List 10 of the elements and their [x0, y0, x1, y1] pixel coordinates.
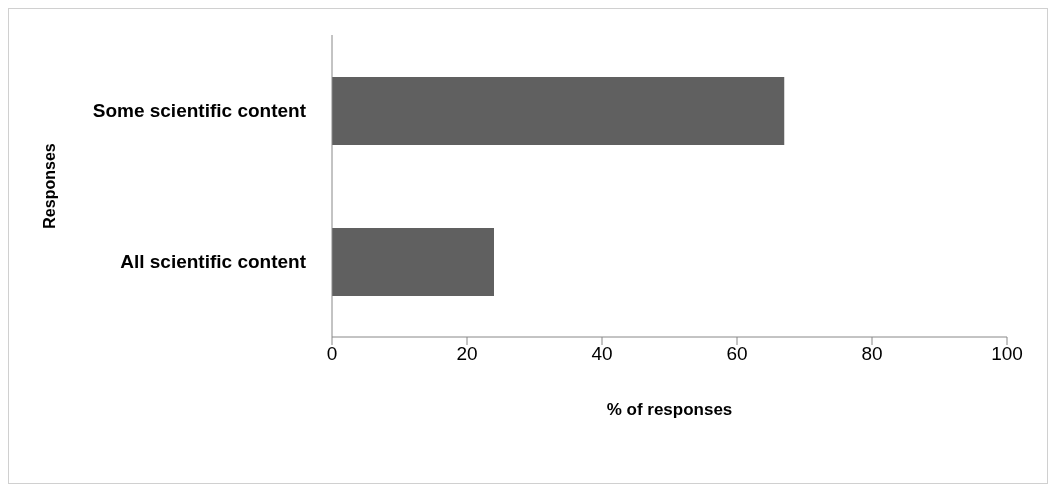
- x-tick-label: 60: [726, 343, 748, 365]
- x-tick-label: 20: [456, 343, 478, 365]
- y-tick-label: All scientific content: [120, 251, 307, 273]
- x-tick-label: 80: [861, 343, 883, 365]
- y-axis-title: Responses: [40, 143, 58, 229]
- x-tick-label: 40: [591, 343, 613, 365]
- x-axis-title: % of responses: [606, 400, 733, 419]
- y-tick-label: Some scientific content: [92, 100, 307, 122]
- x-tick-label: 100: [991, 343, 1023, 365]
- x-tick-label: 0: [326, 343, 338, 365]
